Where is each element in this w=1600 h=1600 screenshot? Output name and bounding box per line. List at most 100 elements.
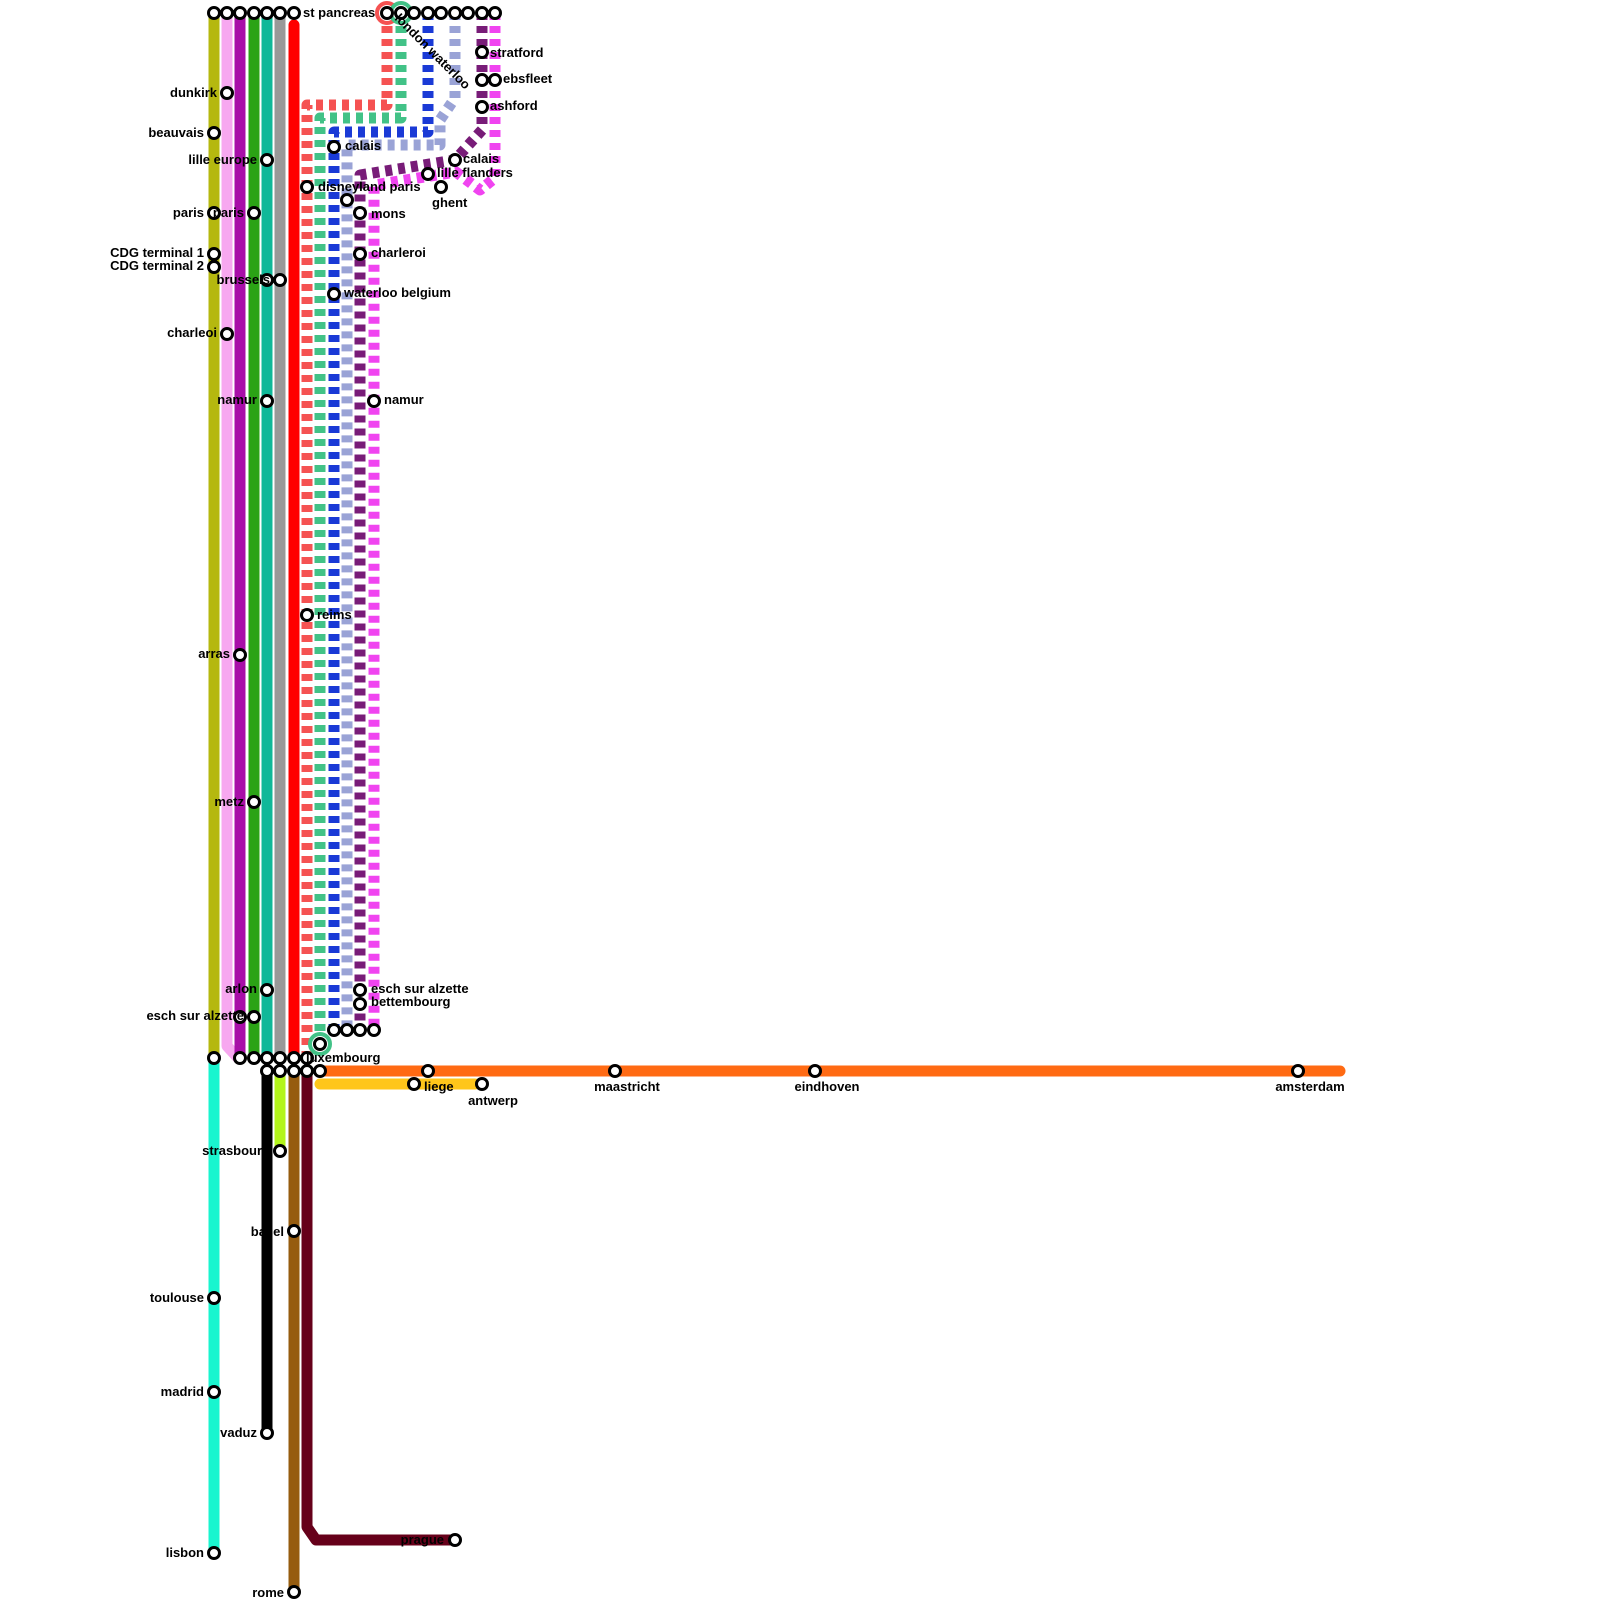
station-marker-17[interactable] xyxy=(475,73,489,87)
station-marker-13[interactable] xyxy=(461,6,475,20)
station-marker-16[interactable] xyxy=(475,45,489,59)
route-lav-dash[interactable] xyxy=(341,13,461,1030)
station-marker-4[interactable] xyxy=(260,6,274,20)
station-marker-69[interactable] xyxy=(608,1064,622,1078)
station-label-ashford[interactable]: ashford xyxy=(490,98,538,113)
station-label-dunkirk[interactable]: dunkirk xyxy=(170,85,218,100)
station-marker-49[interactable] xyxy=(233,648,247,662)
station-marker-29[interactable] xyxy=(367,394,381,408)
station-marker-50[interactable] xyxy=(247,795,261,809)
station-label-disneyland-paris[interactable]: disneyland paris xyxy=(318,179,421,194)
station-marker-41[interactable] xyxy=(207,206,221,220)
station-label-esch-right[interactable]: esch sur alzette xyxy=(371,981,469,996)
station-marker-19[interactable] xyxy=(475,100,489,114)
station-marker-77[interactable] xyxy=(207,1546,221,1560)
station-label-calais[interactable]: calais xyxy=(345,138,381,153)
station-label-amsterdam[interactable]: amsterdam xyxy=(1275,1079,1344,1094)
station-label-liege[interactable]: liege xyxy=(424,1079,454,1094)
station-marker-37[interactable] xyxy=(313,1037,327,1051)
station-marker-63[interactable] xyxy=(287,1064,301,1078)
station-marker-24[interactable] xyxy=(300,180,314,194)
station-label-lille-flanders[interactable]: lille flanders xyxy=(437,165,513,180)
station-label-reims[interactable]: reims xyxy=(317,607,352,622)
station-label-prague[interactable]: prague xyxy=(401,1532,444,1547)
station-marker-76[interactable] xyxy=(260,1426,274,1440)
station-marker-58[interactable] xyxy=(273,1051,287,1065)
station-label-vaduz[interactable]: vaduz xyxy=(220,1425,257,1440)
station-marker-74[interactable] xyxy=(207,1291,221,1305)
station-label-maastricht[interactable]: maastricht xyxy=(594,1079,660,1094)
station-marker-75[interactable] xyxy=(207,1385,221,1399)
station-label-calais-top[interactable]: calais xyxy=(463,151,499,166)
station-marker-78[interactable] xyxy=(448,1533,462,1547)
station-marker-11[interactable] xyxy=(434,6,448,20)
station-marker-67[interactable] xyxy=(407,1077,421,1091)
station-label-basel[interactable]: basel xyxy=(251,1224,284,1239)
station-label-rome[interactable]: rome xyxy=(252,1585,284,1600)
station-marker-52[interactable] xyxy=(233,1010,247,1024)
station-marker-51[interactable] xyxy=(260,983,274,997)
station-marker-39[interactable] xyxy=(207,126,221,140)
station-label-toulouse[interactable]: toulouse xyxy=(150,1290,204,1305)
station-marker-71[interactable] xyxy=(1291,1064,1305,1078)
station-label-namur-left[interactable]: namur xyxy=(217,392,257,407)
station-marker-60[interactable] xyxy=(300,1051,314,1065)
station-marker-18[interactable] xyxy=(488,73,502,87)
station-marker-64[interactable] xyxy=(300,1064,314,1078)
station-marker-32[interactable] xyxy=(353,997,367,1011)
station-label-beauvais[interactable]: beauvais xyxy=(148,125,204,140)
station-label-st-pancras[interactable]: st pancreas xyxy=(303,5,375,20)
station-marker-59[interactable] xyxy=(287,1051,301,1065)
route-red-dash[interactable] xyxy=(301,13,393,1058)
station-label-lille-europe[interactable]: lille europe xyxy=(188,152,257,167)
station-label-bettembourg[interactable]: bettembourg xyxy=(371,994,451,1009)
station-marker-66[interactable] xyxy=(421,1064,435,1078)
station-marker-28[interactable] xyxy=(327,287,341,301)
station-marker-27[interactable] xyxy=(353,247,367,261)
station-marker-2[interactable] xyxy=(233,6,247,20)
station-label-luxembourg[interactable]: luxembourg xyxy=(306,1050,380,1065)
station-marker-34[interactable] xyxy=(340,1023,354,1037)
station-marker-25[interactable] xyxy=(340,193,354,207)
station-marker-0[interactable] xyxy=(207,6,221,20)
station-marker-48[interactable] xyxy=(260,394,274,408)
station-marker-14[interactable] xyxy=(475,6,489,20)
station-label-charleroi[interactable]: charleroi xyxy=(371,245,426,260)
station-marker-53[interactable] xyxy=(247,1010,261,1024)
route-magenta-dash[interactable] xyxy=(368,13,501,1030)
station-marker-62[interactable] xyxy=(273,1064,287,1078)
station-marker-35[interactable] xyxy=(353,1023,367,1037)
station-marker-15[interactable] xyxy=(488,6,502,20)
station-marker-47[interactable] xyxy=(220,327,234,341)
station-marker-36[interactable] xyxy=(367,1023,381,1037)
station-label-waterloo-belgium[interactable]: waterloo belgium xyxy=(343,285,451,300)
station-label-mons[interactable]: mons xyxy=(371,206,406,221)
station-marker-7[interactable] xyxy=(380,6,394,20)
station-marker-9[interactable] xyxy=(407,6,421,20)
station-label-antwerp[interactable]: antwerp xyxy=(468,1093,518,1108)
station-marker-43[interactable] xyxy=(207,247,221,261)
station-label-cdg1[interactable]: CDG terminal 1 xyxy=(110,245,204,260)
station-marker-26[interactable] xyxy=(353,206,367,220)
station-marker-40[interactable] xyxy=(260,153,274,167)
station-marker-55[interactable] xyxy=(233,1051,247,1065)
station-marker-68[interactable] xyxy=(475,1077,489,1091)
station-label-ebsfleet[interactable]: ebsfleet xyxy=(503,71,553,86)
station-marker-5[interactable] xyxy=(273,6,287,20)
station-label-arras[interactable]: arras xyxy=(198,646,230,661)
station-label-cdg2[interactable]: CDG terminal 2 xyxy=(110,258,204,273)
station-marker-8[interactable] xyxy=(394,6,408,20)
station-label-strasbourg[interactable]: strasbourg xyxy=(202,1143,270,1158)
station-label-paris-green[interactable]: paris xyxy=(213,205,244,220)
station-marker-1[interactable] xyxy=(220,6,234,20)
station-marker-45[interactable] xyxy=(260,273,274,287)
station-marker-20[interactable] xyxy=(448,153,462,167)
station-marker-6[interactable] xyxy=(287,6,301,20)
station-marker-10[interactable] xyxy=(421,6,435,20)
station-label-eindhoven[interactable]: eindhoven xyxy=(794,1079,859,1094)
station-marker-22[interactable] xyxy=(434,180,448,194)
station-label-ghent[interactable]: ghent xyxy=(432,195,468,210)
station-marker-12[interactable] xyxy=(448,6,462,20)
station-marker-23[interactable] xyxy=(327,140,341,154)
station-marker-73[interactable] xyxy=(287,1224,301,1238)
